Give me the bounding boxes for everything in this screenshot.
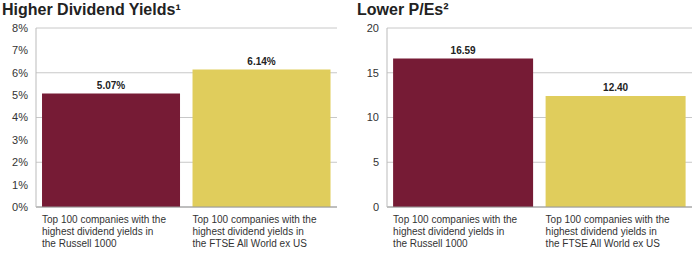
svg-text:4%: 4%: [12, 111, 28, 123]
svg-text:0%: 0%: [12, 201, 28, 213]
svg-text:3%: 3%: [12, 134, 28, 146]
svg-text:8%: 8%: [12, 22, 28, 34]
svg-text:6%: 6%: [12, 67, 28, 79]
svg-text:Top 100 companies with thehigh: Top 100 companies with thehighest divide…: [42, 214, 166, 249]
html-text:Higher Dividend Yields¹: Higher Dividend Yields¹: [2, 1, 181, 18]
svg-text:Top 100 companies with thehigh: Top 100 companies with thehighest divide…: [546, 214, 670, 249]
svg-text:2%: 2%: [12, 156, 28, 168]
svg-text:16.59: 16.59: [451, 45, 476, 56]
svg-text:7%: 7%: [12, 44, 28, 56]
svg-text:Top 100 companies with thehigh: Top 100 companies with thehighest divide…: [193, 214, 317, 249]
svg-text:Top 100 companies with thehigh: Top 100 companies with thehighest divide…: [393, 214, 517, 249]
html-text:Lower P/Es²: Lower P/Es²: [357, 1, 449, 18]
svg-text:20: 20: [367, 22, 379, 34]
svg-text:5%: 5%: [12, 89, 28, 101]
svg-text:15: 15: [367, 67, 379, 79]
svg-text:10: 10: [367, 111, 379, 123]
svg-text:5.07%: 5.07%: [97, 80, 125, 91]
svg-text:5: 5: [373, 156, 379, 168]
svg-text:1%: 1%: [12, 179, 28, 191]
svg-text:0: 0: [373, 201, 379, 213]
svg-text:6.14%: 6.14%: [247, 56, 275, 67]
svg-text:12.40: 12.40: [603, 82, 628, 93]
